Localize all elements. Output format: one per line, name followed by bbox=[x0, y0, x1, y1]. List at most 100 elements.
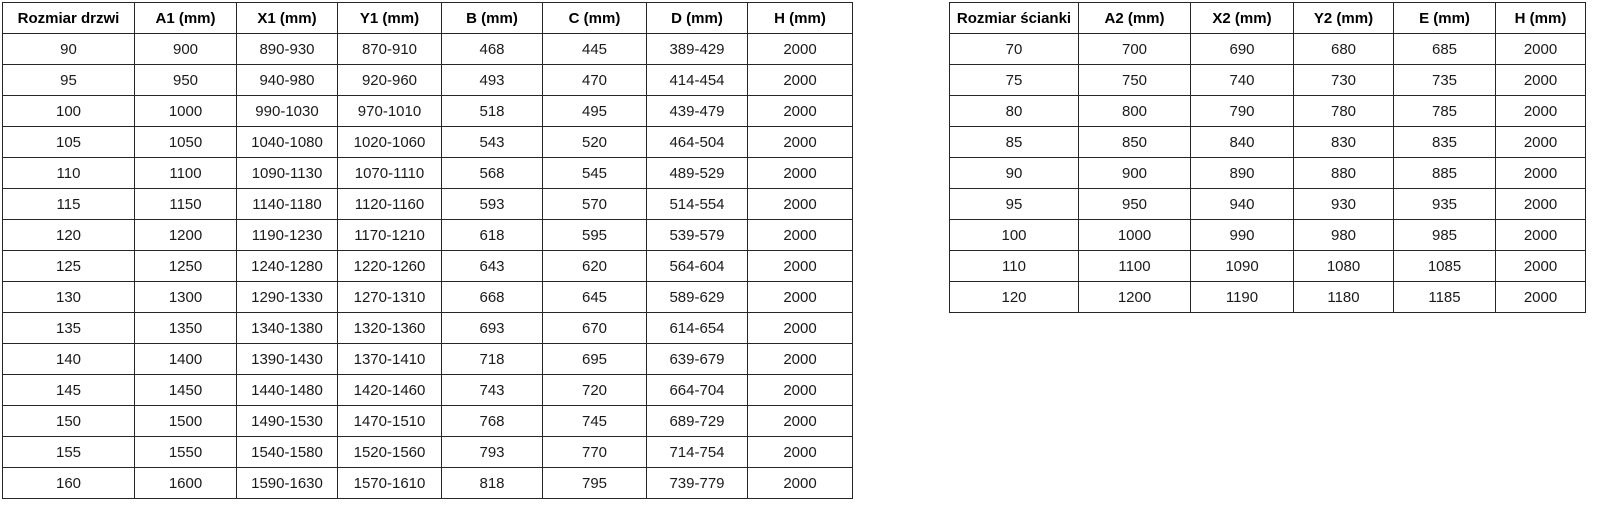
table-cell: 745 bbox=[542, 405, 647, 437]
table-cell: 1500 bbox=[134, 405, 237, 437]
table-cell: 2000 bbox=[747, 157, 853, 189]
table-cell: 70 bbox=[949, 33, 1079, 65]
table-cell: 1085 bbox=[1393, 250, 1496, 282]
table-cell: 800 bbox=[1078, 95, 1191, 127]
table-cell: 900 bbox=[134, 33, 237, 65]
table-cell: 518 bbox=[441, 95, 543, 127]
table-cell: 1300 bbox=[134, 281, 237, 313]
column-header: X2 (mm) bbox=[1190, 2, 1294, 34]
table-cell: 1550 bbox=[134, 436, 237, 468]
table-cell: 835 bbox=[1393, 126, 1496, 158]
table-cell: 1020-1060 bbox=[337, 126, 442, 158]
table-cell: 464-504 bbox=[646, 126, 748, 158]
table-cell: 695 bbox=[542, 343, 647, 375]
table-row: 75 750 740 730 735 2000 bbox=[949, 64, 1586, 96]
table-row: 155 1550 1540-1580 1520-1560 793 770 714-754 20… bbox=[2, 436, 853, 468]
table-cell: 110 bbox=[2, 157, 135, 189]
table-cell: 1570-1610 bbox=[337, 467, 442, 499]
table-cell: 890-930 bbox=[236, 33, 338, 65]
table-row: 120 1200 1190 1180 1185 2000 bbox=[949, 281, 1586, 313]
table-cell: 2000 bbox=[747, 188, 853, 220]
table-cell: 85 bbox=[949, 126, 1079, 158]
table-cell: 95 bbox=[2, 64, 135, 96]
table-cell: 2000 bbox=[747, 250, 853, 282]
table-row: 135 1350 1340-1380 1320-1360 693 670 614-654 20… bbox=[2, 312, 853, 344]
column-header: X1 (mm) bbox=[236, 2, 338, 34]
table-cell: 770 bbox=[542, 436, 647, 468]
table-cell: 643 bbox=[441, 250, 543, 282]
table-cell: 120 bbox=[2, 219, 135, 251]
table-cell: 489-529 bbox=[646, 157, 748, 189]
table-cell: 130 bbox=[2, 281, 135, 313]
table-cell: 730 bbox=[1293, 64, 1394, 96]
table-row: 80 800 790 780 785 2000 bbox=[949, 95, 1586, 127]
table-cell: 389-429 bbox=[646, 33, 748, 65]
table-cell: 110 bbox=[949, 250, 1079, 282]
column-header: E (mm) bbox=[1393, 2, 1496, 34]
table-cell: 1190 bbox=[1190, 281, 1294, 313]
table-cell: 743 bbox=[441, 374, 543, 406]
table-cell: 1190-1230 bbox=[236, 219, 338, 251]
table-cell: 2000 bbox=[747, 436, 853, 468]
table-row: 110 1100 1090 1080 1085 2000 bbox=[949, 250, 1586, 282]
table-cell: 645 bbox=[542, 281, 647, 313]
table-cell: 620 bbox=[542, 250, 647, 282]
table-cell: 639-679 bbox=[646, 343, 748, 375]
table-row: 90 900 890-930 870-910 468 445 389-429 2000 bbox=[2, 33, 853, 65]
table-cell: 790 bbox=[1190, 95, 1294, 127]
table-cell: 720 bbox=[542, 374, 647, 406]
table-cell: 1270-1310 bbox=[337, 281, 442, 313]
table-cell: 160 bbox=[2, 467, 135, 499]
table-cell: 885 bbox=[1393, 157, 1496, 189]
table-cell: 514-554 bbox=[646, 188, 748, 220]
table-cell: 2000 bbox=[747, 405, 853, 437]
table-cell: 670 bbox=[542, 312, 647, 344]
table-cell: 2000 bbox=[1495, 95, 1586, 127]
table-cell: 593 bbox=[441, 188, 543, 220]
table-cell: 414-454 bbox=[646, 64, 748, 96]
column-header: A1 (mm) bbox=[134, 2, 237, 34]
table-cell: 1050 bbox=[134, 126, 237, 158]
table-row: 85 850 840 830 835 2000 bbox=[949, 126, 1586, 158]
table-row: 105 1050 1040-1080 1020-1060 543 520 464-504 20… bbox=[2, 126, 853, 158]
table-cell: 795 bbox=[542, 467, 647, 499]
table-cell: 2000 bbox=[747, 95, 853, 127]
table-cell: 80 bbox=[949, 95, 1079, 127]
table-cell: 1180 bbox=[1293, 281, 1394, 313]
table-cell: 2000 bbox=[747, 64, 853, 96]
table-cell: 2000 bbox=[747, 467, 853, 499]
table-cell: 1370-1410 bbox=[337, 343, 442, 375]
table-cell: 595 bbox=[542, 219, 647, 251]
table-cell: 100 bbox=[949, 219, 1079, 251]
table-cell: 589-629 bbox=[646, 281, 748, 313]
wall-sizes-table: Rozmiar ścianki A2 (mm) X2 (mm) Y2 (mm) E (m… bbox=[949, 2, 1586, 313]
column-header: Rozmiar drzwi bbox=[2, 2, 135, 34]
table-cell: 1240-1280 bbox=[236, 250, 338, 282]
table-cell: 1590-1630 bbox=[236, 467, 338, 499]
column-header: D (mm) bbox=[646, 2, 748, 34]
table-cell: 793 bbox=[441, 436, 543, 468]
table-cell: 439-479 bbox=[646, 95, 748, 127]
table-cell: 739-779 bbox=[646, 467, 748, 499]
table-row: 140 1400 1390-1430 1370-1410 718 695 639-679 20… bbox=[2, 343, 853, 375]
table-cell: 1100 bbox=[1078, 250, 1191, 282]
table-cell: 135 bbox=[2, 312, 135, 344]
table-cell: 1420-1460 bbox=[337, 374, 442, 406]
table-cell: 664-704 bbox=[646, 374, 748, 406]
table-cell: 950 bbox=[134, 64, 237, 96]
table-cell: 1185 bbox=[1393, 281, 1496, 313]
door-table-header-row: Rozmiar drzwi A1 (mm) X1 (mm) Y1 (mm) B (mm)… bbox=[2, 2, 853, 34]
wall-table-body: 70 700 690 680 685 2000 75 750 740 730 735 2000 80 80… bbox=[949, 33, 1586, 313]
table-cell: 1090 bbox=[1190, 250, 1294, 282]
table-cell: 970-1010 bbox=[337, 95, 442, 127]
table-cell: 2000 bbox=[747, 126, 853, 158]
table-row: 100 1000 990 980 985 2000 bbox=[949, 219, 1586, 251]
column-header: H (mm) bbox=[1495, 2, 1586, 34]
table-cell: 2000 bbox=[1495, 281, 1586, 313]
table-cell: 2000 bbox=[1495, 250, 1586, 282]
table-cell: 1090-1130 bbox=[236, 157, 338, 189]
table-cell: 850 bbox=[1078, 126, 1191, 158]
door-sizes-table: Rozmiar drzwi A1 (mm) X1 (mm) Y1 (mm) B (mm)… bbox=[2, 2, 853, 499]
table-cell: 785 bbox=[1393, 95, 1496, 127]
column-header: Y2 (mm) bbox=[1293, 2, 1394, 34]
